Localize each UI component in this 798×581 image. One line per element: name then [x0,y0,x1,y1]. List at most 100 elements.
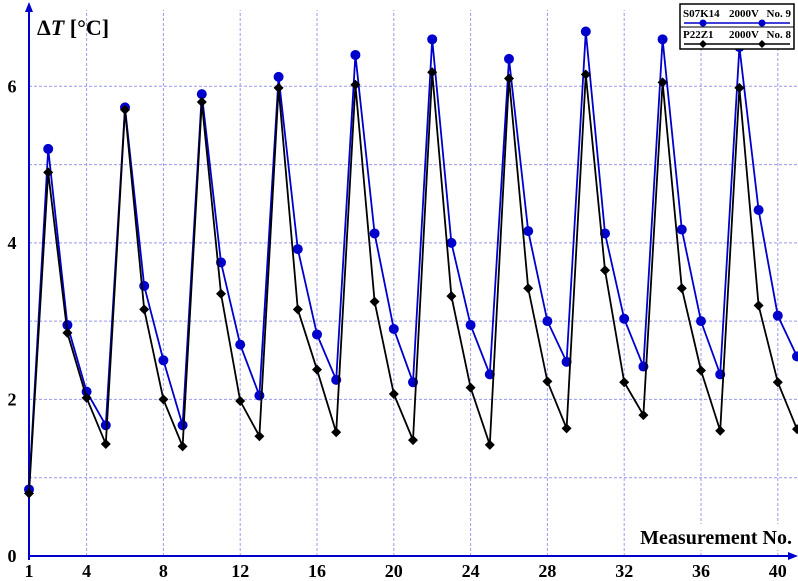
data-point [292,244,303,255]
data-point [254,390,265,401]
x-tick-label: 1 [25,561,34,581]
data-point [388,388,399,399]
data-point [331,427,342,438]
axes [25,2,798,560]
y-axis-label-delta: Δ [37,15,51,40]
data-point [158,355,169,366]
x-tick-label: 12 [231,561,249,581]
x-tick-label: 24 [462,561,480,581]
y-tick-label: 4 [8,233,17,253]
data-point [484,439,495,450]
x-tick-label: 4 [82,561,91,581]
y-axis-label-var: T [51,15,66,40]
data-point [657,77,668,88]
data-point [657,34,668,45]
data-point [254,431,265,442]
data-point [465,382,476,393]
data-point [196,89,207,100]
data-point [465,320,476,331]
data-point [792,424,798,435]
data-point [446,237,457,248]
y-axis-label-unit: [°C] [64,15,109,40]
data-point [312,329,322,340]
x-axis-arrow [788,552,798,560]
svg-text:ΔT [°C]: ΔT [°C] [37,15,109,40]
legend-marker [699,19,707,27]
data-point [427,67,438,78]
data-point [542,316,553,327]
data-point [792,351,798,362]
data-point [504,53,514,64]
data-point [62,327,73,338]
data-point [715,425,726,436]
data-point [580,26,591,37]
legend-series-number: No. 8 [767,29,792,41]
data-point [216,288,226,299]
data-point [139,304,150,315]
legend-series-voltage: 2000V [729,8,759,20]
legend: S07K14 2000V No. 9 P22Z1 2000V No. 8 [679,3,795,50]
legend-series-number: No. 9 [767,8,792,20]
x-tick-label: 20 [385,561,403,581]
data-point [772,377,783,388]
data-point [120,104,130,115]
x-axis-label-bg [626,524,794,550]
grid [29,10,797,556]
data-point [696,316,706,327]
data-point [523,283,534,294]
y-axis-label: ΔT [°C] [37,15,109,40]
x-tick-label: 8 [159,561,168,581]
series-layer [24,26,798,499]
x-tick-label: 40 [769,561,787,581]
data-point [408,435,418,446]
data-point [235,395,246,406]
data-point [484,369,495,380]
data-point [638,410,649,421]
data-point [139,280,150,291]
data-point [734,82,745,93]
data-point [600,265,610,276]
data-point [43,143,54,154]
legend-series-name: P22Z1 [683,29,714,41]
x-tick-label: 32 [615,561,633,581]
data-point [388,323,399,334]
y-tick-label: 6 [8,76,17,96]
data-point [81,392,92,403]
data-point [446,291,457,302]
series-line [28,31,798,490]
data-point [24,488,34,499]
data-point [369,228,380,239]
data-point [676,224,687,235]
series-P22Z1 [24,67,798,499]
data-point [235,339,246,350]
data-point [177,420,188,431]
legend-marker [758,40,766,48]
y-axis-arrow [25,2,33,12]
data-point [43,167,54,178]
data-point [292,304,303,315]
data-point [772,310,783,321]
x-tick-label: 36 [692,561,710,581]
data-point [196,96,207,107]
data-point [619,313,630,324]
legend-series-name: S07K14 [683,8,720,20]
data-point [350,79,361,90]
data-point [753,300,764,311]
data-point [523,226,534,237]
legend-marker [758,19,766,27]
data-point [100,439,111,450]
x-tick-label: 28 [538,561,556,581]
x-tick-label: 16 [308,561,326,581]
x-axis-label: Measurement No. [640,527,792,549]
y-tick-label: 0 [8,546,17,566]
data-point [542,376,553,387]
data-point [273,82,284,93]
data-point [369,296,380,307]
data-point [619,377,630,388]
series-S07K14 [24,26,798,495]
legend-marker [699,40,707,48]
data-point [427,34,438,45]
data-point [100,420,111,431]
data-point [350,49,361,60]
